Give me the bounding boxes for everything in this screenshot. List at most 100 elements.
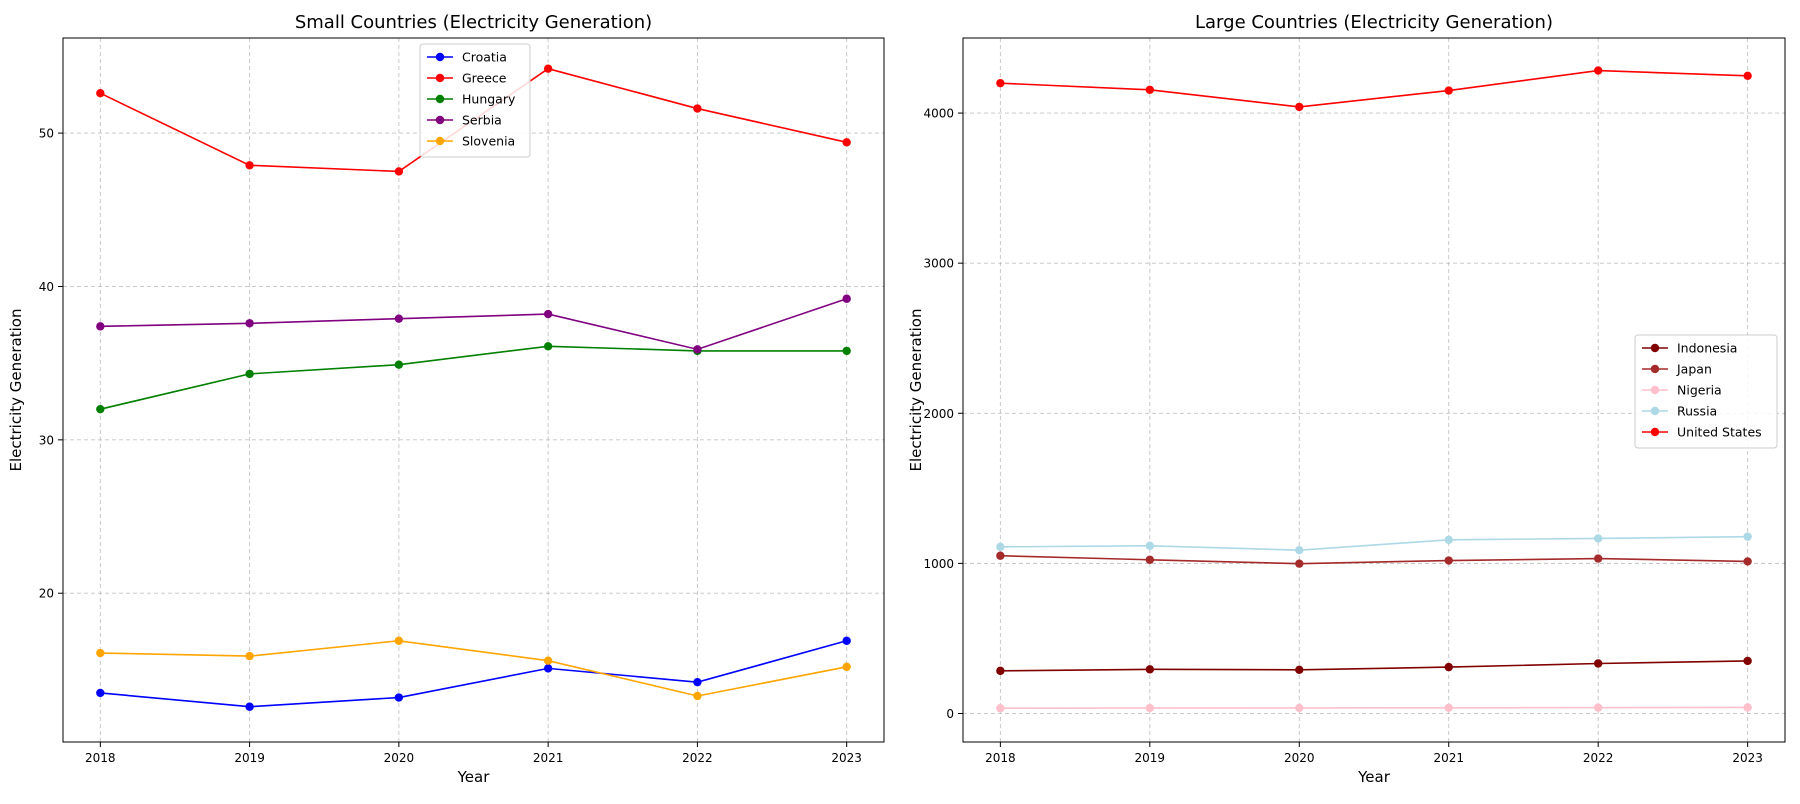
series-nigeria: [996, 703, 1752, 713]
series-russia: [996, 532, 1752, 555]
data-point: [1593, 534, 1603, 543]
series-united-states: [996, 66, 1752, 112]
legend-swatch-marker: [435, 73, 445, 83]
legend-label: Hungary: [462, 92, 516, 107]
x-axis-label: Year: [457, 768, 491, 786]
data-point: [1444, 86, 1453, 95]
x-tick-label: 2019: [234, 751, 265, 765]
data-point: [96, 648, 105, 658]
legend-swatch-marker: [1650, 364, 1660, 374]
legend-item: United States: [1642, 425, 1762, 440]
series-japan: [996, 551, 1752, 568]
x-axis-label: Year: [1357, 768, 1391, 786]
data-point: [1743, 703, 1752, 712]
data-point: [1743, 656, 1752, 666]
legend-label: Indonesia: [1677, 341, 1737, 356]
y-tick-label: 3000: [923, 257, 954, 271]
plot-frame: [62, 37, 885, 743]
y-tick-label: 50: [39, 127, 54, 141]
series-line: [1000, 706, 1748, 710]
series-line: [1000, 69, 1748, 108]
legend-frame: [419, 43, 531, 158]
legend-swatch-marker: [435, 136, 445, 146]
data-point: [96, 404, 105, 414]
legend-item: Greece: [427, 71, 507, 86]
data-point: [996, 78, 1005, 88]
series-line: [100, 639, 847, 697]
data-point: [245, 702, 254, 711]
y-tick-label: 40: [39, 280, 54, 294]
data-point: [1743, 557, 1752, 566]
legend-item: Russia: [1642, 404, 1717, 419]
y-tick-label: 0: [946, 707, 954, 721]
data-point: [245, 651, 254, 661]
data-point: [1743, 71, 1752, 81]
data-point: [996, 704, 1005, 713]
data-point: [842, 138, 851, 147]
legend-swatch-marker: [1650, 385, 1660, 395]
y-tick-label: 4000: [923, 107, 954, 121]
series-indonesia: [996, 656, 1752, 676]
data-point: [543, 309, 553, 319]
data-point: [543, 656, 553, 665]
data-point: [1593, 703, 1603, 712]
series-line: [100, 345, 847, 410]
legend-swatch-marker: [1650, 427, 1660, 437]
data-point: [1444, 703, 1453, 712]
data-point: [1444, 556, 1453, 565]
data-point: [842, 346, 851, 356]
data-point: [1295, 102, 1304, 112]
x-tick-label: 2022: [682, 751, 713, 765]
series-line: [100, 640, 847, 708]
series-hungary: [96, 342, 851, 414]
data-point: [842, 636, 851, 645]
legend: Indonesia Japan Nigeria Russia United States: [1634, 334, 1778, 449]
chart-panel-1: 2018 2019 2020 2021 2022 2023 20 30 40 50 Small Co…: [7, 12, 885, 786]
x-tick-label: 2020: [1284, 751, 1315, 765]
data-point: [394, 167, 404, 176]
data-point: [842, 662, 851, 672]
data-point: [693, 677, 702, 687]
y-tick-label: 2000: [923, 407, 954, 421]
legend: Croatia Greece Hungary Serbia Slovenia: [419, 43, 531, 158]
data-point: [1145, 555, 1155, 564]
data-point: [1145, 665, 1155, 674]
legend-swatch-marker: [435, 94, 445, 104]
data-point: [1743, 532, 1752, 541]
data-point: [1593, 659, 1603, 668]
x-tick-label: 2020: [384, 751, 415, 765]
x-tick-label: 2018: [85, 751, 116, 765]
legend-label: United States: [1677, 425, 1762, 440]
chart-title: Small Countries (Electricity Generation): [295, 12, 652, 33]
data-point: [394, 314, 404, 323]
data-point: [693, 104, 702, 113]
data-point: [996, 551, 1005, 560]
x-tick-label: 2021: [533, 751, 564, 765]
legend-label: Slovenia: [462, 134, 515, 149]
data-point: [996, 542, 1005, 552]
legend-swatch-marker: [1650, 406, 1660, 416]
data-point: [842, 294, 851, 303]
x-tick-label: 2022: [1583, 751, 1614, 765]
legend-label: Croatia: [462, 50, 507, 65]
data-point: [394, 360, 404, 369]
series-line: [1000, 535, 1748, 551]
legend-item: Indonesia: [1642, 341, 1737, 356]
y-axis-label: Electricity Generation: [7, 309, 25, 472]
data-point: [543, 64, 553, 73]
data-point: [693, 345, 702, 354]
legend-item: Croatia: [427, 50, 507, 65]
series-serbia: [96, 294, 851, 354]
series-line: [1000, 554, 1748, 565]
x-tick-label: 2018: [985, 751, 1016, 765]
data-point: [245, 161, 254, 170]
legend-label: Russia: [1677, 404, 1717, 419]
legend-frame: [1634, 334, 1778, 449]
legend-label: Serbia: [462, 113, 502, 128]
legend-item: Serbia: [427, 113, 502, 128]
legend-label: Nigeria: [1677, 383, 1722, 398]
legend-item: Nigeria: [1642, 383, 1722, 398]
legend-item: Japan: [1642, 362, 1712, 377]
